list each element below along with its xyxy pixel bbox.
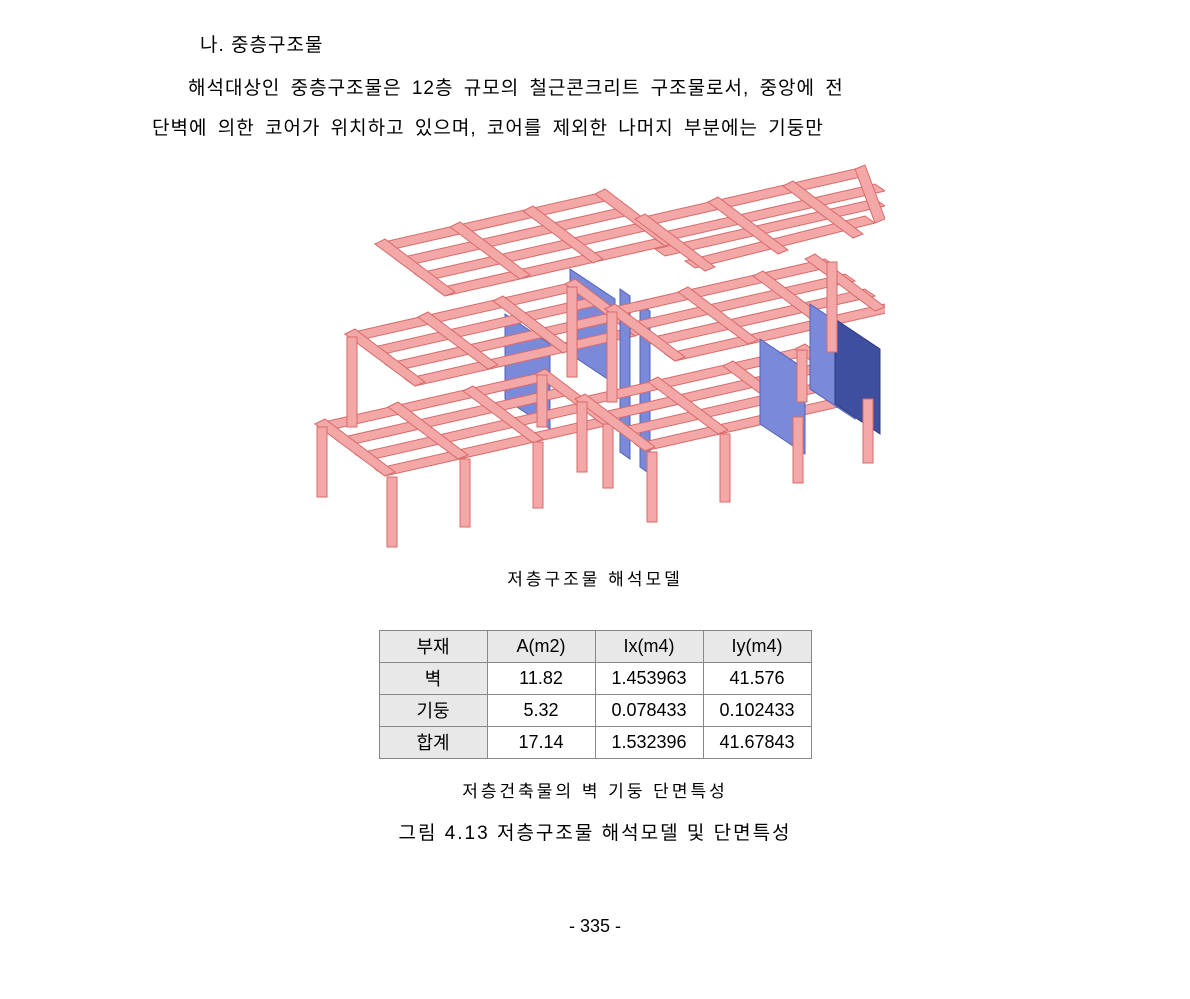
cell-wall-ix: 1.453963 xyxy=(595,662,703,694)
cell-column-iy: 0.102433 xyxy=(703,694,811,726)
paragraph: 해석대상인 중층구조물은 12층 규모의 철근콘크리트 구조물로서, 중앙에 전… xyxy=(170,69,1020,149)
page-number: - 335 - xyxy=(0,916,1190,937)
cell-total-area: 17.14 xyxy=(487,726,595,758)
cell-wall-area: 11.82 xyxy=(487,662,595,694)
structural-model-svg xyxy=(305,159,885,559)
figure-caption-model: 저층구조물 해석모델 xyxy=(170,565,1020,590)
table-row: 기둥 5.32 0.078433 0.102433 xyxy=(379,694,811,726)
para-line-2: 단벽에 의한 코어가 위치하고 있으며, 코어를 제외한 나머지 부분에는 기둥… xyxy=(152,109,824,149)
row-label-total: 합계 xyxy=(379,726,487,758)
row-label-wall: 벽 xyxy=(379,662,487,694)
section-properties-table: 부재 A(m2) Ix(m4) Iy(m4) 벽 11.82 1.453963 … xyxy=(379,630,812,759)
table-header-row: 부재 A(m2) Ix(m4) Iy(m4) xyxy=(379,630,811,662)
cell-wall-iy: 41.576 xyxy=(703,662,811,694)
col-header-iy: Iy(m4) xyxy=(703,630,811,662)
cell-total-ix: 1.532396 xyxy=(595,726,703,758)
table-row: 벽 11.82 1.453963 41.576 xyxy=(379,662,811,694)
row-label-column: 기둥 xyxy=(379,694,487,726)
table-caption: 저층건축물의 벽 기둥 단면특성 xyxy=(170,777,1020,802)
col-header-ix: Ix(m4) xyxy=(595,630,703,662)
figure-block: 저층구조물 해석모델 부재 A(m2) Ix(m4) Iy(m4) 벽 11.8… xyxy=(170,159,1020,845)
page-content: 나. 중층구조물 해석대상인 중층구조물은 12층 규모의 철근콘크리트 구조물… xyxy=(0,0,1190,845)
figure-number-caption: 그림 4.13 저층구조물 해석모델 및 단면특성 xyxy=(170,818,1020,845)
cell-column-ix: 0.078433 xyxy=(595,694,703,726)
table-row: 합계 17.14 1.532396 41.67843 xyxy=(379,726,811,758)
section-heading: 나. 중층구조물 xyxy=(200,30,1020,57)
col-header-member: 부재 xyxy=(379,630,487,662)
cell-column-area: 5.32 xyxy=(487,694,595,726)
section-properties-table-wrap: 부재 A(m2) Ix(m4) Iy(m4) 벽 11.82 1.453963 … xyxy=(170,630,1020,759)
para-line-1: 해석대상인 중층구조물은 12층 규모의 철근콘크리트 구조물로서, 중앙에 전 xyxy=(188,78,844,99)
col-header-area: A(m2) xyxy=(487,630,595,662)
cell-total-iy: 41.67843 xyxy=(703,726,811,758)
